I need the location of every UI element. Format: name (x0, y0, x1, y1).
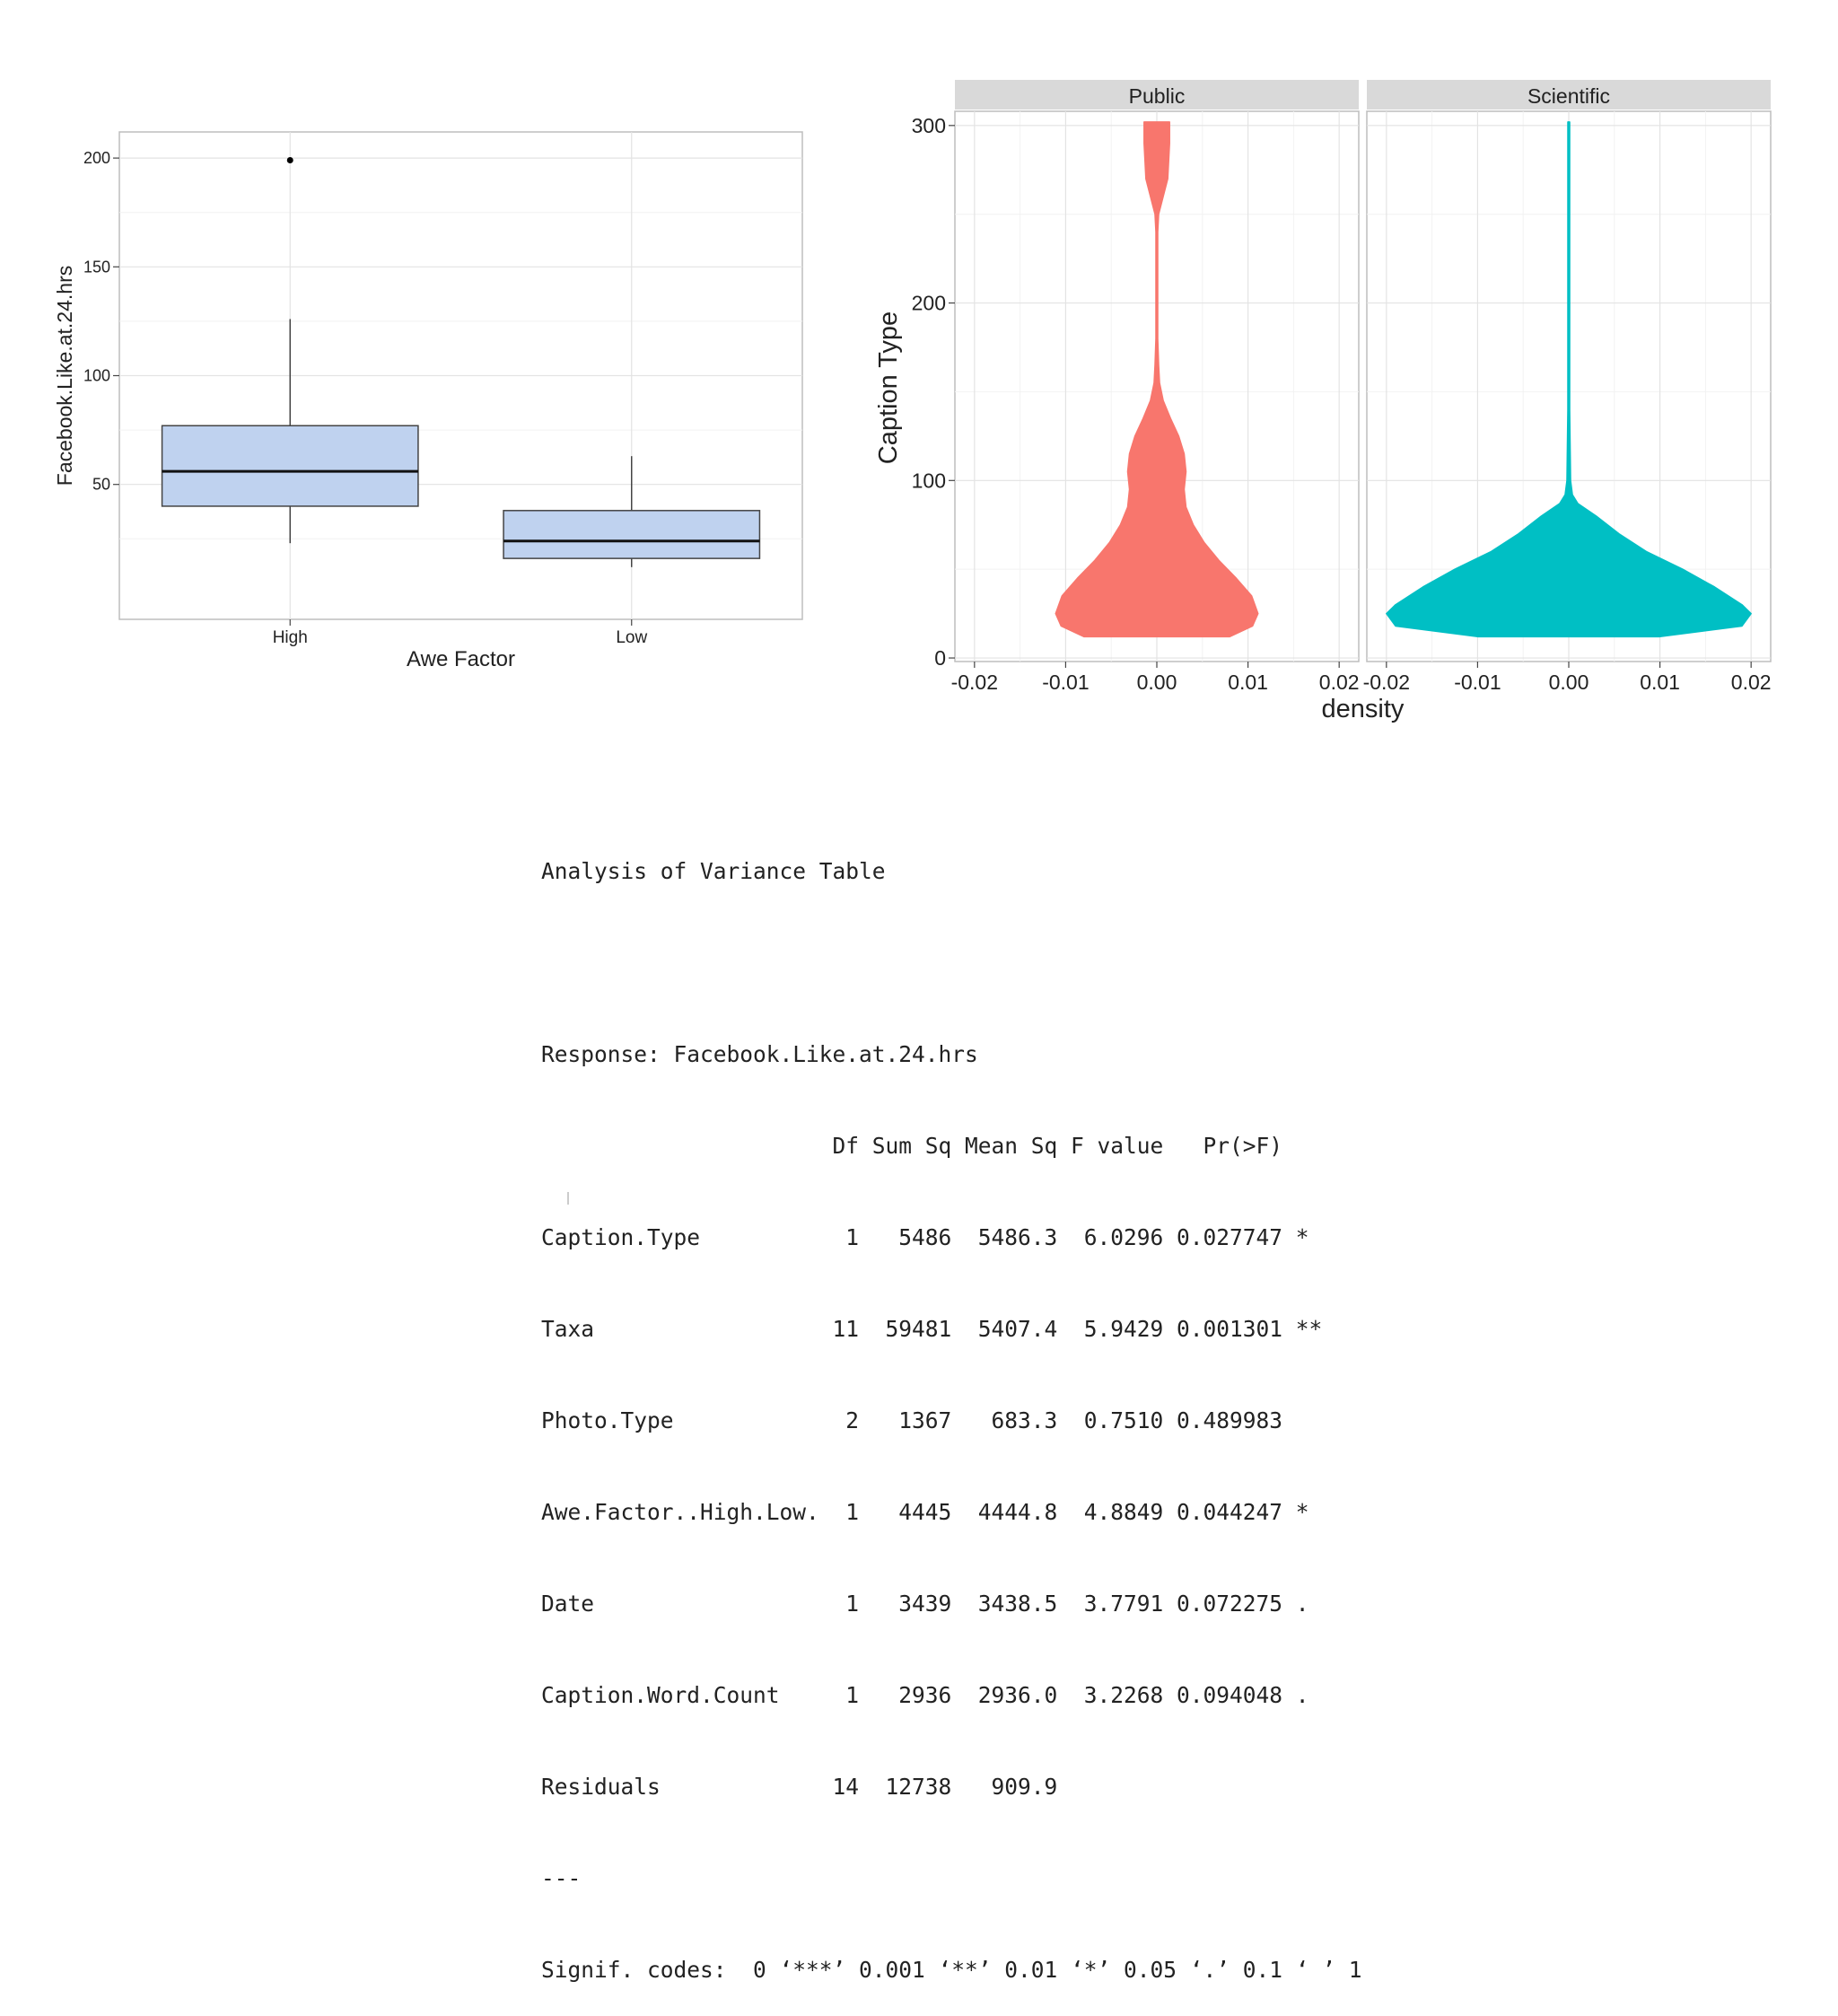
anova-table: Analysis of Variance Table Response: Fac… (541, 795, 1362, 2016)
x-tick-label: High (273, 628, 308, 647)
y-tick-label: 100 (83, 367, 110, 385)
y-tick-label: 300 (912, 114, 946, 137)
facet-label: Public (1129, 84, 1186, 108)
anova-row: Caption.Type 1 5486 5486.3 6.0296 0.0277… (541, 1224, 1323, 1250)
x-tick-label: 0.01 (1640, 671, 1680, 694)
x-tick-label: Low (616, 628, 647, 647)
x-tick-label: 0.01 (1228, 671, 1268, 694)
facet-strip (955, 80, 1359, 110)
anova-separator: --- (541, 1865, 582, 1891)
anova-row: Date 1 3439 3438.5 3.7791 0.072275 . (541, 1591, 1323, 1617)
x-tick-label: 0.00 (1137, 671, 1177, 694)
outlier-point (286, 157, 293, 164)
y-tick-label: 50 (92, 476, 110, 494)
x-tick-label: 0.02 (1731, 671, 1772, 694)
anova-header: Df Sum Sq Mean Sq F value Pr(>F) (541, 1133, 1323, 1159)
x-tick-label: -0.01 (1042, 671, 1089, 694)
anova-row: Residuals 14 12738 909.9 (541, 1774, 1323, 1800)
box (161, 425, 419, 507)
anova-blank-line (541, 948, 1362, 978)
anova-row: Taxa 11 59481 5407.4 5.9429 0.001301 ** (541, 1316, 1323, 1342)
violin-shape (1386, 121, 1752, 638)
anova-response: Response: Facebook.Like.at.24.hrs (541, 1041, 978, 1067)
y-tick-label: 150 (83, 258, 110, 276)
y-axis-title: Caption Type (874, 311, 903, 464)
anova-row: Caption.Word.Count 1 2936 2936.0 3.2268 … (541, 1682, 1323, 1708)
x-tick-label: 0.02 (1319, 671, 1360, 694)
text-cursor (567, 1192, 569, 1205)
anova-row: Awe.Factor..High.Low. 1 4445 4444.8 4.88… (541, 1499, 1323, 1525)
charts-svg: 50 100 150 200 High Low Awe Factor Facebook.Lik… (53, 80, 1772, 723)
anova-signif-codes: Signif. codes: 0 ‘***’ 0.001 ‘**’ 0.01 ‘… (541, 1957, 1362, 1983)
y-axis-title: Facebook.Like.at.24.hrs (53, 266, 76, 486)
y-tick-label: 0 (934, 646, 946, 670)
y-tick-label: 200 (912, 292, 946, 315)
facet-strip (1367, 80, 1771, 110)
x-tick-label: -0.02 (951, 671, 998, 694)
box (503, 510, 761, 559)
y-tick-label: 100 (912, 469, 946, 492)
anova-title: Analysis of Variance Table (541, 858, 886, 884)
violin-shape (1055, 121, 1259, 638)
x-tick-label: 0.00 (1549, 671, 1589, 694)
x-axis-title: density (1322, 695, 1405, 723)
anova-row: Photo.Type 2 1367 683.3 0.7510 0.489983 (541, 1407, 1323, 1433)
x-tick-label: -0.02 (1363, 671, 1410, 694)
y-tick-label: 200 (83, 149, 110, 167)
x-tick-label: -0.01 (1454, 671, 1501, 694)
facet-label: Scientific (1527, 84, 1610, 108)
x-axis-title: Awe Factor (407, 647, 515, 671)
